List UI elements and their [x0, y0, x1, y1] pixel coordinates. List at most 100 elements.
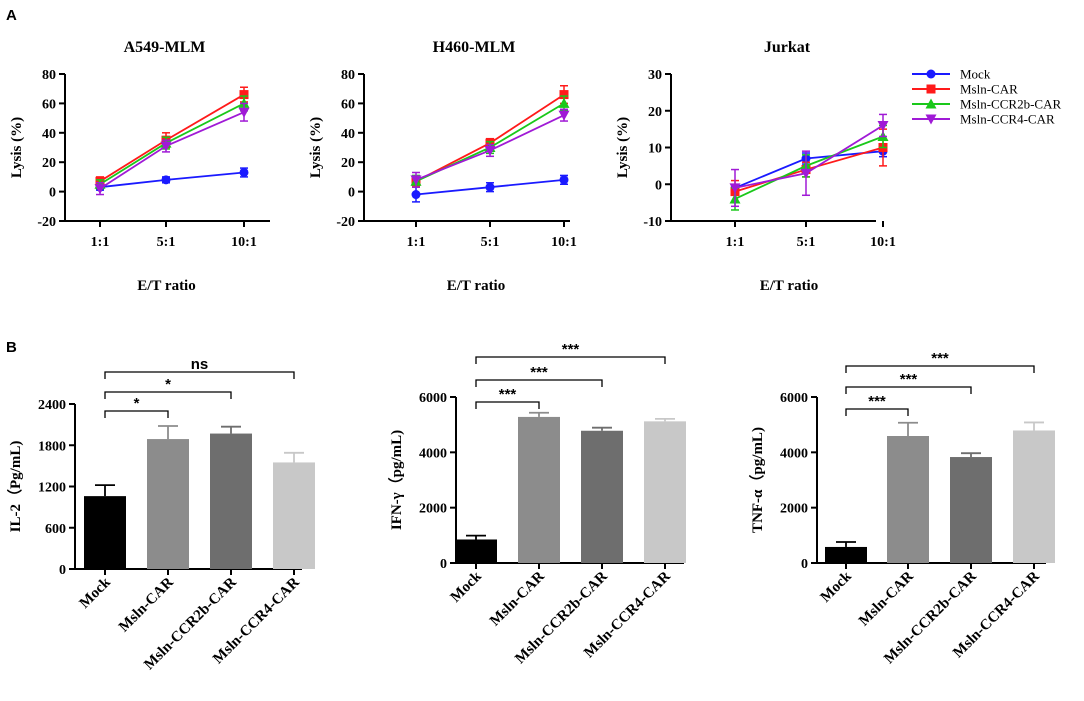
series-msln-car	[95, 86, 249, 187]
bar1-y-tick-label: 1800	[38, 439, 66, 454]
significance-bracket	[475, 401, 540, 409]
chart-title: Jurkat	[764, 39, 811, 56]
data-point	[239, 167, 249, 177]
data-point	[485, 182, 495, 192]
line2-y-tick-label: 80	[341, 68, 355, 83]
series-msln-ccr4-car	[410, 108, 570, 188]
bar	[1013, 430, 1055, 563]
line1-y-tick-label: 20	[42, 156, 56, 171]
line3-y-tick-label: -10	[643, 215, 662, 230]
line-chart-1: -20 0 20 40 60 80 1:1 5:1 10:1 A549-MLM E/T ratio L…	[9, 39, 270, 294]
data-point	[800, 168, 812, 179]
data-point	[238, 107, 250, 118]
legend-label: Mock	[960, 67, 991, 82]
x-tick-label: Mock	[818, 568, 856, 606]
line3-y-tick-label: 0	[655, 178, 662, 193]
bar	[273, 462, 315, 569]
bar	[147, 439, 189, 569]
x-tick-label: 1:1	[91, 235, 110, 250]
series-msln-ccr4-car	[729, 113, 889, 208]
bar	[825, 546, 867, 563]
data-point	[729, 183, 741, 194]
significance-label: ***	[868, 393, 886, 410]
line2-y-tick-label: 40	[341, 127, 355, 142]
chart-title: H460-MLM	[433, 39, 516, 56]
legend-marker	[925, 98, 937, 109]
bar3-y-tick-label: 6000	[780, 391, 808, 406]
x-tick-label: Msln-CAR	[116, 574, 177, 635]
bar3-y-tick-label: 2000	[780, 502, 808, 517]
x-tick-label: Mock	[448, 568, 486, 606]
line2-y-tick-label: 60	[341, 97, 355, 112]
bar	[581, 430, 623, 563]
data-point	[410, 175, 422, 186]
significance-bracket	[104, 371, 295, 379]
bar2-y-tick-label: 0	[440, 557, 447, 572]
bar	[950, 457, 992, 563]
data-point	[484, 145, 496, 156]
y-axis-label: Lysis (%)	[9, 117, 25, 178]
significance-label: *	[134, 395, 140, 412]
line2-y-tick-label: 20	[341, 156, 355, 171]
series-mock	[95, 167, 249, 192]
bar	[455, 539, 497, 563]
significance-label: *	[165, 376, 171, 393]
y-axis-label: IFN-γ（pg/mL)	[387, 430, 405, 530]
data-point	[161, 175, 171, 185]
data-point	[559, 90, 569, 100]
x-tick-label: Mock	[77, 574, 115, 612]
x-tick-label: 1:1	[726, 235, 745, 250]
line1-y-tick-label: 60	[42, 97, 56, 112]
significance-label: ***	[530, 364, 548, 381]
bar	[644, 421, 686, 563]
y-axis-label: Lysis (%)	[615, 117, 631, 178]
x-axis-label: E/T ratio	[760, 278, 818, 294]
bar	[887, 436, 929, 563]
line1-y-tick-label: 40	[42, 127, 56, 142]
bar3-y-tick-label: 0	[801, 557, 808, 572]
x-tick-label: 5:1	[157, 235, 176, 250]
series-msln-ccr2b-car	[410, 95, 570, 188]
bar	[518, 416, 560, 563]
significance-label: ***	[499, 386, 517, 403]
data-point	[160, 141, 172, 152]
bar1-y-tick-label: 1200	[38, 481, 66, 496]
significance-bracket	[845, 365, 1035, 373]
significance-bracket	[104, 410, 169, 418]
bar	[210, 433, 252, 569]
x-tick-label: 5:1	[797, 235, 816, 250]
charts-container: -20 0 20 40 60 80 1:1 5:1 10:1 A549-MLM E/T ratio L…	[6, 39, 1055, 673]
significance-bracket	[845, 408, 909, 416]
line2-y-tick-label: -20	[336, 215, 355, 230]
series-mock	[411, 174, 569, 203]
data-point	[239, 90, 249, 100]
bar	[84, 496, 126, 569]
significance-bracket	[845, 386, 972, 394]
x-tick-label: 10:1	[231, 235, 257, 250]
legend-label: Msln-CAR	[960, 82, 1018, 97]
x-axis-label: E/T ratio	[447, 278, 505, 294]
series-msln-ccr2b-car	[729, 124, 889, 211]
bar2-y-tick-label: 4000	[419, 446, 447, 461]
significance-label: ***	[931, 350, 949, 367]
significance-bracket	[475, 356, 666, 364]
line1-y-tick-label: 0	[49, 186, 56, 201]
panel-letter-b: B	[6, 339, 17, 356]
x-tick-label: 10:1	[551, 235, 577, 250]
data-point	[877, 120, 889, 131]
significance-bracket	[104, 391, 232, 399]
data-point	[559, 175, 569, 185]
significance-label: ns	[191, 356, 209, 373]
panel-letter-a: A	[6, 7, 17, 24]
bar1-y-tick-label: 0	[59, 563, 66, 578]
legend-marker	[926, 69, 936, 79]
bar1-y-tick-label: 2400	[38, 398, 66, 413]
legend-label: Msln-CCR4-CAR	[960, 112, 1055, 127]
line-chart-2: -20 0 20 40 60 80 1:1 5:1 10:1 H460-MLM E/T ratio L…	[308, 39, 577, 294]
line3-y-tick-label: 20	[648, 105, 662, 120]
y-axis-label: TNF-α（pg/mL)	[748, 427, 766, 533]
x-axis-label: E/T ratio	[137, 278, 195, 294]
